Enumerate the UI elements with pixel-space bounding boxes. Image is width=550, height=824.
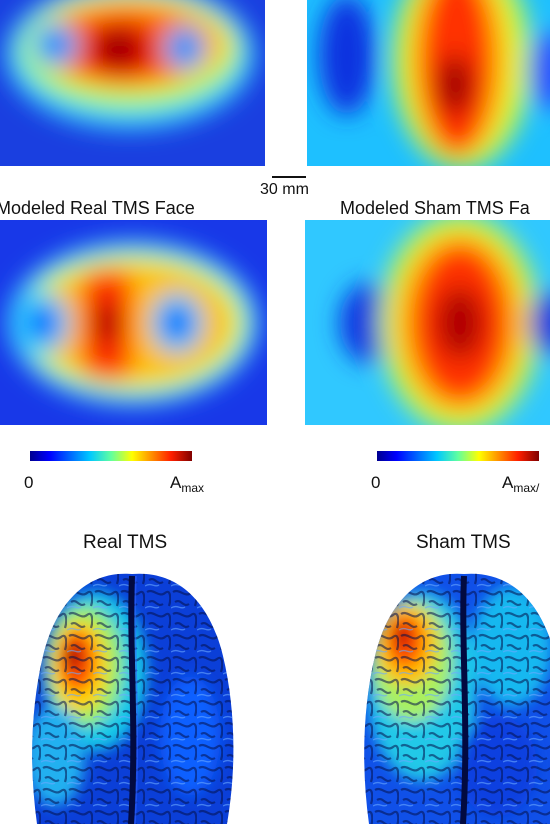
colorbar-right-max: Amax/ xyxy=(502,473,540,495)
measured-real-field-map xyxy=(0,0,265,166)
sham-face-label: Modeled Sham TMS Fa xyxy=(340,198,530,218)
scale-bar-line xyxy=(272,176,306,178)
measured-sham-field-map xyxy=(307,0,550,166)
real-tms-title: Real TMS xyxy=(83,532,168,553)
modeled-real-face-map xyxy=(0,220,267,425)
modeled-sham-face-map xyxy=(305,220,550,425)
colorbar-right xyxy=(377,451,539,461)
colorbar-left-max: Amax xyxy=(170,473,205,495)
real-face-label: Modeled Real TMS Face xyxy=(0,198,195,218)
colorbar-left xyxy=(30,451,192,461)
colorbar-left-min: 0 xyxy=(24,473,34,492)
colorbar-right-min: 0 xyxy=(371,473,381,492)
scale-bar-label: 30 mm xyxy=(260,181,309,198)
sham-tms-brain-render xyxy=(347,566,550,824)
sham-tms-title: Sham TMS xyxy=(416,532,511,553)
real-tms-brain-render xyxy=(15,566,250,824)
